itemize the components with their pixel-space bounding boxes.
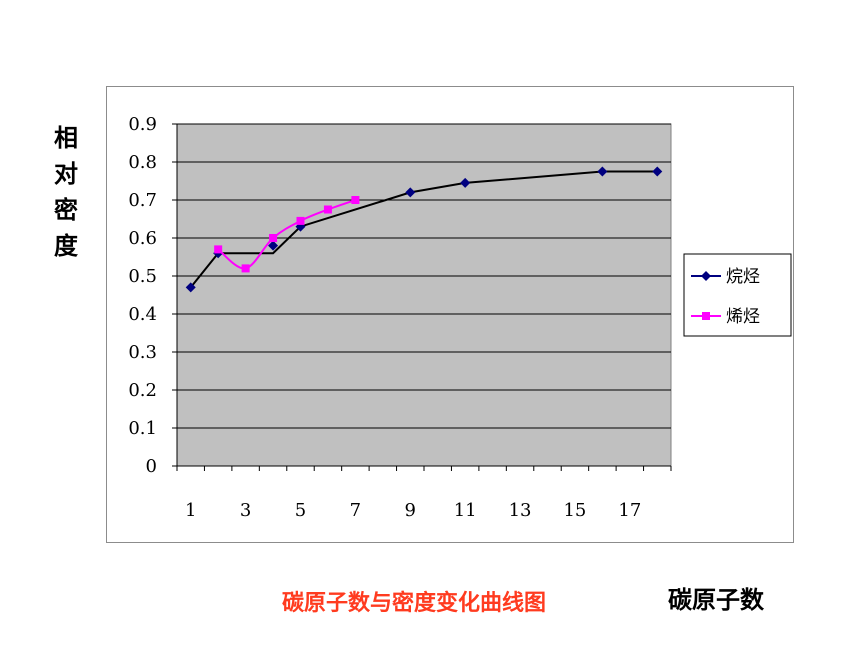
legend-label: 烷烃: [726, 267, 760, 287]
x-tick-label: 9: [405, 500, 416, 521]
x-tick-label: 11: [454, 500, 477, 521]
x-tick-label: 3: [240, 500, 251, 521]
plot-background: [176, 123, 672, 467]
data-point-square: [214, 245, 223, 254]
x-tick-label: 1: [185, 500, 196, 521]
legend-marker-diamond: [701, 271, 711, 281]
legend-box: [683, 253, 792, 337]
y-tick-label: 0.9: [128, 114, 157, 135]
x-tick-label: 13: [509, 500, 532, 521]
data-point-square: [269, 234, 278, 242]
data-point-square: [351, 196, 360, 204]
y-tick-label: 0.1: [128, 418, 157, 439]
data-point-diamond: [268, 240, 279, 251]
x-tick-label: 5: [295, 500, 306, 521]
y-tick-label: 0.7: [128, 190, 157, 211]
y-tick-label: 0.6: [128, 228, 157, 249]
y-tick-label: 0.4: [128, 304, 157, 325]
y-axis-label-char: 对: [54, 160, 78, 188]
x-tick-label: 15: [563, 500, 586, 521]
data-point-square: [241, 264, 250, 273]
series-line: [189, 170, 658, 289]
y-tick-label: 0.3: [128, 342, 157, 363]
chart-title: 碳原子数与密度变化曲线图: [282, 591, 547, 616]
y-tick-label: 0.5: [128, 266, 157, 287]
x-axis-label: 碳原子数: [668, 586, 764, 614]
legend-marker-square: [702, 312, 710, 320]
y-axis-label-char: 相: [54, 124, 78, 152]
chart-svg: 00.10.20.30.40.50.60.70.80.91 3 5 7 9 11 13 15 1…: [128, 114, 792, 521]
y-axis-label-char: 密: [54, 196, 78, 224]
x-tick-label: 17: [618, 500, 641, 521]
legend-label: 烯烃: [726, 307, 760, 327]
data-point-diamond: [597, 166, 608, 177]
y-axis-label: 相 对 密 度: [48, 120, 84, 264]
y-tick-label: 0: [146, 456, 157, 477]
x-tick-label: 7: [350, 500, 361, 521]
chart-area: 0 0.1 0.2 0.3 0.4 0.5 0.6 0.7 0.8 0.9 1 3 5 7 9 11 13 15 1…: [106, 86, 794, 543]
data-point-diamond: [460, 177, 471, 188]
y-tick-label: 0.8: [128, 152, 157, 173]
data-point-diamond: [652, 166, 663, 177]
data-point-diamond: [185, 282, 196, 293]
data-point-diamond: [405, 187, 416, 198]
data-point-square: [296, 216, 305, 225]
data-point-square: [323, 205, 332, 214]
y-tick-label: 0.2: [128, 380, 157, 401]
y-axis-label-char: 度: [54, 232, 78, 260]
